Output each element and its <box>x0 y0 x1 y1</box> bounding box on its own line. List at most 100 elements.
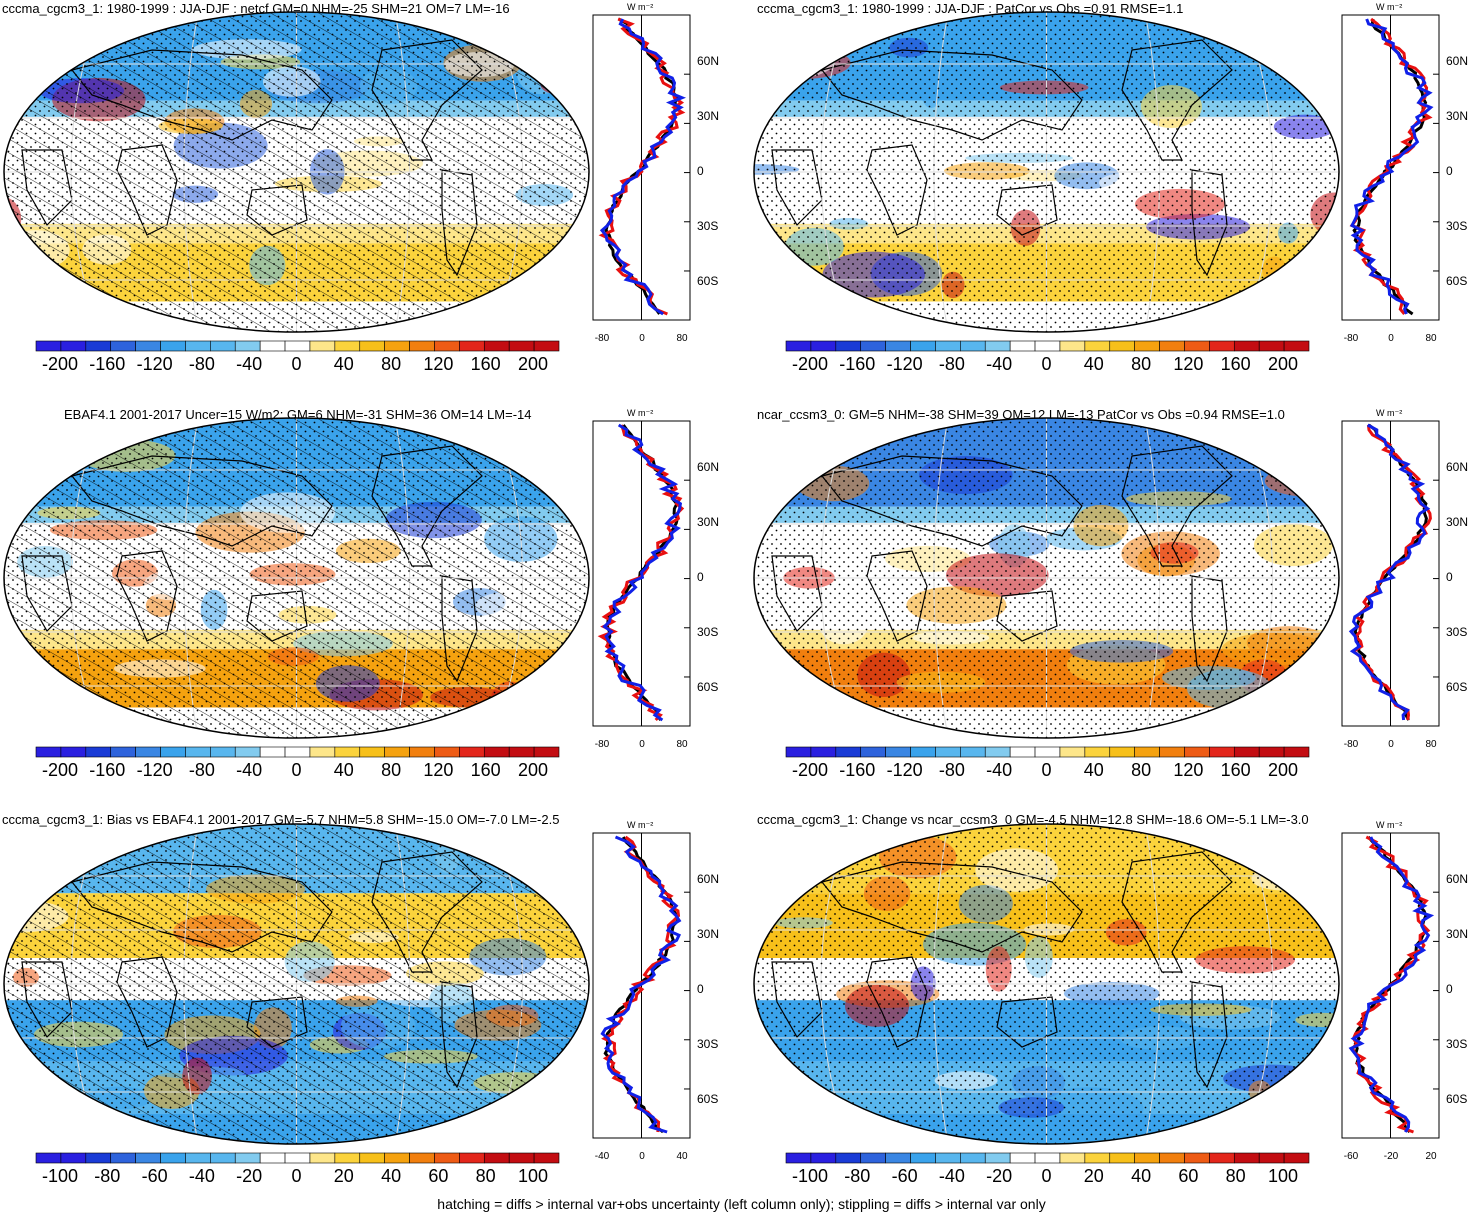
colorbar <box>35 1152 560 1164</box>
colorbar-swatch <box>459 746 485 758</box>
colorbar-tick-label: 40 <box>333 354 354 374</box>
profile-x-tick: -20 <box>1383 1151 1399 1162</box>
profile-unit-label: W m⁻² <box>627 408 654 418</box>
colorbar-swatch <box>234 340 261 352</box>
colorbar-swatch <box>384 340 410 352</box>
profile-unit-label: W m⁻² <box>1376 408 1403 418</box>
colorbar-tick-label: -80 <box>188 354 215 374</box>
colorbar-tick-label: -120 <box>886 760 923 780</box>
colorbar-swatch <box>960 340 986 352</box>
zonal-mean-profile <box>1341 14 1440 321</box>
lat-label: 60N <box>1446 872 1469 886</box>
profile-x-tick: 0 <box>1388 739 1394 750</box>
profile-x-tick: 80 <box>676 739 688 750</box>
colorbar-swatch <box>234 1152 261 1164</box>
colorbar-tick-label: -40 <box>236 354 263 374</box>
colorbar-swatch <box>1209 1152 1235 1164</box>
colorbar-swatch <box>85 1152 112 1164</box>
colorbar-tick-label: 120 <box>423 354 454 374</box>
colorbar-swatch <box>459 340 485 352</box>
lat-label: 60S <box>697 680 719 694</box>
colorbar-tick-label: -80 <box>188 760 215 780</box>
colorbar-swatch <box>135 1152 161 1164</box>
colorbar-swatch <box>984 1152 1011 1164</box>
colorbar-swatch <box>910 746 936 758</box>
profile-x-tick: -80 <box>594 739 610 750</box>
colorbar-swatch <box>334 1152 361 1164</box>
map-border <box>3 11 590 333</box>
colorbar-tick-label: -120 <box>136 354 173 374</box>
world-map <box>3 823 590 1145</box>
footer-caption: hatching = diffs > internal var+obs unce… <box>437 1196 1046 1212</box>
profile-unit-label: W m⁻² <box>627 820 654 830</box>
zonal-mean-profile <box>592 832 691 1139</box>
lat-label: 30N <box>697 927 720 941</box>
colorbar-swatch <box>483 1152 510 1164</box>
colorbar-swatch <box>1084 1152 1111 1164</box>
profile-unit-label: W m⁻² <box>627 2 654 12</box>
profile-line-blue <box>1348 423 1431 721</box>
colorbar-tick-label: -80 <box>94 1166 121 1186</box>
profile-x-tick: 80 <box>1425 739 1437 750</box>
colorbar-swatch <box>785 1152 812 1164</box>
profile-line-blue <box>602 423 683 722</box>
colorbar-swatch <box>309 340 336 352</box>
zonal-mean-profile <box>592 420 691 727</box>
colorbar-swatch <box>409 1152 435 1164</box>
colorbar-swatch <box>785 746 812 758</box>
colorbar-swatch <box>1258 340 1285 352</box>
colorbar-tick-label: 120 <box>1173 760 1204 780</box>
colorbar-tick-label: -120 <box>136 760 173 780</box>
colorbar-swatch <box>1159 1152 1185 1164</box>
colorbar-swatch <box>210 340 236 352</box>
colorbar-swatch <box>1059 746 1086 758</box>
colorbar-swatch <box>1233 340 1260 352</box>
colorbar-swatch <box>533 746 560 758</box>
colorbar-swatch <box>910 1152 936 1164</box>
colorbar-swatch <box>1134 1152 1160 1164</box>
colorbar-swatch <box>135 340 161 352</box>
colorbar-swatch <box>1034 1152 1061 1164</box>
map-border <box>753 823 1340 1145</box>
profile-x-tick: 80 <box>676 333 688 344</box>
colorbar-swatch <box>910 340 936 352</box>
colorbar-tick-label: 120 <box>423 760 454 780</box>
lat-label: 60S <box>1446 274 1468 288</box>
world-map <box>753 11 1340 333</box>
colorbar-tick-label: 0 <box>1041 760 1052 780</box>
colorbar-tick-label: 60 <box>1178 1166 1199 1186</box>
colorbar-swatch <box>409 746 435 758</box>
colorbar-swatch <box>1134 340 1160 352</box>
colorbar-tick-label: -200 <box>41 354 79 374</box>
colorbar-swatch <box>860 340 886 352</box>
lat-label: 0 <box>1446 570 1453 584</box>
colorbar-swatch <box>309 1152 336 1164</box>
colorbar-tick-label: -100 <box>791 1166 829 1186</box>
colorbar-tick-label: -160 <box>89 760 126 780</box>
colorbar-tick-label: 200 <box>1267 354 1299 374</box>
colorbar-swatch <box>1109 746 1135 758</box>
colorbar-swatch <box>1184 340 1210 352</box>
colorbar-swatch <box>810 1152 837 1164</box>
colorbar-swatch <box>960 1152 986 1164</box>
colorbar-swatch <box>384 746 410 758</box>
profile-line-blue <box>599 18 687 316</box>
zonal-mean-profile <box>1341 832 1440 1139</box>
colorbar-tick-label: 200 <box>1267 760 1299 780</box>
lat-label: 30N <box>697 515 720 529</box>
colorbar-swatch <box>185 340 211 352</box>
colorbar-tick-label: -60 <box>141 1166 168 1186</box>
colorbar-swatch <box>1159 746 1185 758</box>
colorbar-tick-label: 40 <box>381 1166 402 1186</box>
world-map <box>3 11 590 333</box>
world-map <box>753 823 1340 1145</box>
lat-label: 30S <box>1446 625 1468 639</box>
colorbar-swatch <box>885 340 911 352</box>
world-map <box>3 417 590 739</box>
colorbar-tick-label: 40 <box>1131 1166 1152 1186</box>
colorbar-swatch <box>359 1152 385 1164</box>
lat-label: 30S <box>1446 1037 1468 1051</box>
lat-label: 30S <box>1446 219 1468 233</box>
colorbar-swatch <box>1109 340 1135 352</box>
lat-label: 60S <box>697 1092 719 1106</box>
